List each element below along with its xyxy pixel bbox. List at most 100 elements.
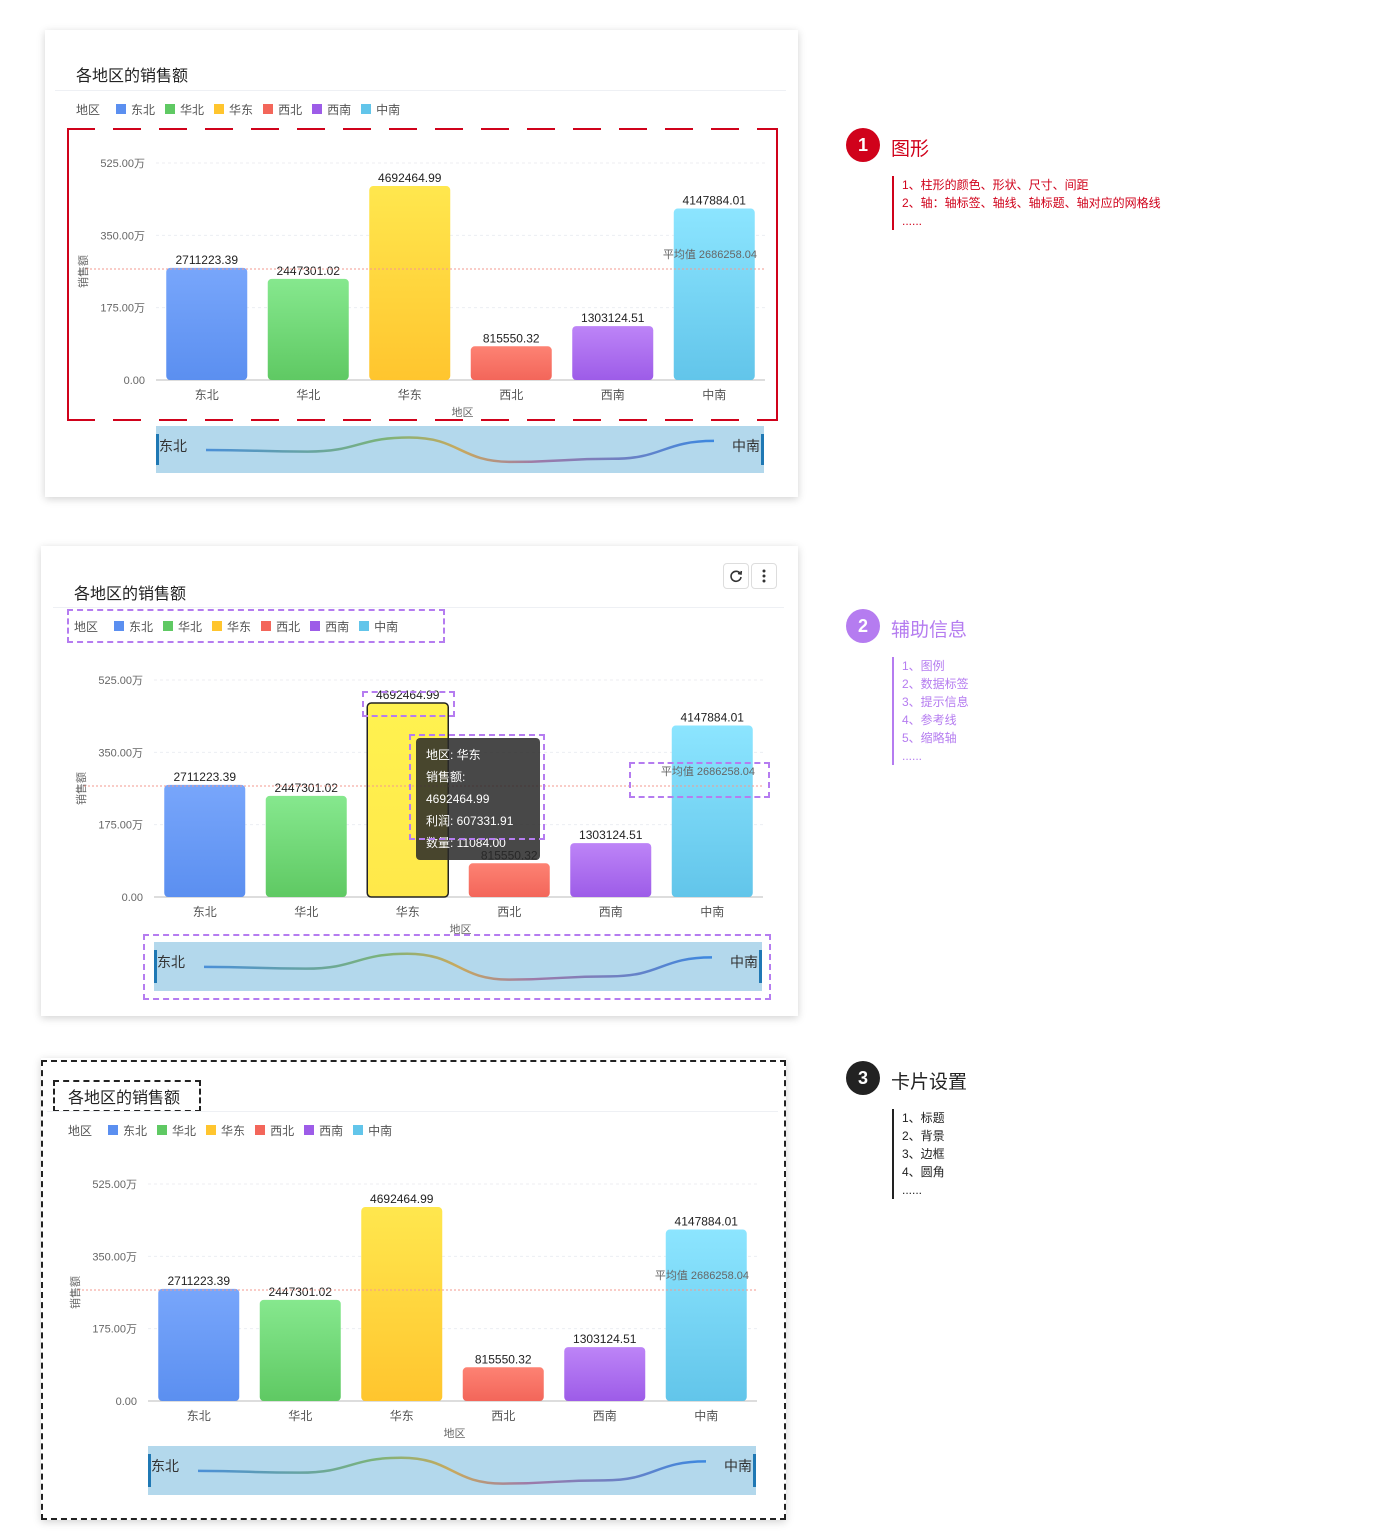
legend-item-xinan[interactable]: 西南 [304,1122,343,1139]
x-tick-label: 中南 [700,904,724,919]
legend-swatch [206,1125,217,1135]
chart-card-1: 各地区的销售额 地区 东北 华北 华东 西北 西南 中南 0.00 175.00万… [45,30,798,497]
refresh-button[interactable] [723,563,749,589]
annotation-title: 卡片设置 [891,1072,968,1093]
bar-0 [164,784,246,897]
annotation-item: 3、边框 [902,1147,945,1161]
annotation-item: 4、圆角 [902,1165,945,1179]
slider-handle-left [154,950,157,983]
tooltip-highlight-box [409,734,545,840]
average-line-label: 平均值 2686258.04 [661,765,755,778]
legend-item-zhongnan[interactable]: 中南 [353,1122,392,1139]
legend-item-huadong[interactable]: 华东 [206,1122,245,1139]
slider-trend-line [197,1456,707,1485]
x-tick-label: 西北 [497,905,521,919]
y-tick-label: 175.00万 [98,820,143,832]
legend-swatch [310,621,321,631]
legend-item-xibei[interactable]: 西北 [261,618,300,635]
legend-swatch [304,1125,315,1135]
legend-swatch [312,104,323,114]
slider-handle-left [156,434,159,465]
card-title: 各地区的销售额 [76,68,189,85]
annotation-item: 2、数据标签 [902,677,969,691]
annotation-item: ...... [902,749,923,763]
legend-item-dongbei[interactable]: 东北 [116,101,155,118]
annotation-list: 1、标题 2、背景 3、边框 4、圆角 ...... [892,1109,945,1199]
legend-item-dongbei[interactable]: 东北 [114,618,153,635]
x-tick-label: 西南 [599,904,623,919]
chart-card-3: 各地区的销售额 地区 东北 华北 华东 西北 西南 中南 0.00 175.00万… [41,1058,786,1520]
more-button[interactable] [751,563,777,589]
legend-swatch [157,1125,168,1135]
slider-end-label: 中南 [724,1458,752,1474]
slider-end-label: 中南 [732,438,760,454]
annotation-item: 2、轴：轴标签、轴线、轴标题、轴对应的网格线 [902,196,1161,210]
x-tick-label: 华北 [288,1409,312,1423]
bar-3 [462,1367,544,1401]
card-border-highlight-box [41,1060,786,1520]
bar-0 [158,1288,240,1401]
x-axis-title: 地区 [444,1427,466,1440]
legend-swatch [163,621,174,631]
slider-start-label: 东北 [157,954,185,970]
data-label: 4147884.01 [681,711,745,725]
legend-swatch [116,104,127,114]
legend-swatch [108,1125,119,1135]
legend-item-huadong[interactable]: 华东 [212,618,251,635]
data-label: 1303124.51 [579,828,643,842]
average-line-label: 平均值 2686258.04 [655,1269,749,1282]
annotation-title: 图形 [891,139,930,160]
legend-swatch [214,104,225,114]
bar-5 [665,1229,747,1401]
annotation-badge: 1 [846,128,880,162]
annotation-list: 1、图例 2、数据标签 3、提示信息 4、参考线 5、缩略轴 ...... [892,657,969,765]
data-label: 815550.32 [475,1352,532,1366]
legend-title: 地区 [76,102,101,117]
legend-item-huabei[interactable]: 华北 [165,101,204,118]
legend-item-xibei[interactable]: 西北 [255,1122,294,1139]
refresh-icon [730,570,743,583]
legend-item-dongbei[interactable]: 东北 [108,1122,147,1139]
annotation-title: 辅助信息 [891,620,968,641]
legend-item-zhongnan[interactable]: 中南 [359,618,398,635]
annotation-item: 5、缩略轴 [902,731,957,745]
legend-item-xinan[interactable]: 西南 [310,618,349,635]
slider-handle-right [753,1454,756,1487]
legend-item-huabei[interactable]: 华北 [157,1122,196,1139]
x-tick-label: 华东 [396,905,420,919]
annotation-item: 1、图例 [902,659,945,673]
legend-item-huabei[interactable]: 华北 [163,618,202,635]
y-tick-label: 350.00万 [98,747,143,759]
y-tick-label: 0.00 [116,1396,137,1408]
annotation-item: 2、背景 [902,1129,945,1143]
legend-item-xinan[interactable]: 西南 [312,101,351,118]
x-tick-label: 华北 [294,905,318,919]
tooltip-line: 地区: 华东 [426,748,481,762]
y-tick-label: 350.00万 [92,1251,137,1263]
chart-card-2: 各地区的销售额 地区 东北 华北 华东 西北 西南 中南 0.00 175.00万… [41,546,798,1016]
legend-highlight-box [67,609,445,643]
card-title: 各地区的销售额 [74,586,187,603]
legend-item-huadong[interactable]: 华东 [214,101,253,118]
legend: 地区 东北 华北 华东 西北 西南 中南 [74,616,398,636]
slider-trend-line [205,436,715,464]
legend-item-xibei[interactable]: 西北 [263,101,302,118]
legend-title: 地区 [68,1123,93,1138]
annotation-list: 1、柱形的颜色、形状、尺寸、间距 2、轴：轴标签、轴线、轴标题、轴对应的网格线 … [892,176,1161,230]
legend-swatch [114,621,125,631]
annotation-item: 3、提示信息 [902,695,969,709]
reference-line-highlight-box [629,762,770,798]
y-axis-title: 销售额 [74,772,88,805]
card-divider [53,607,784,608]
annotation-item: ...... [902,214,923,228]
x-tick-label: 中南 [694,1408,718,1423]
bar-1 [259,1299,341,1401]
x-tick-label: 西北 [491,1409,515,1423]
annotation-item: 1、标题 [902,1111,945,1125]
y-axis-title: 销售额 [68,1276,82,1309]
bar-3 [468,863,550,897]
y-tick-label: 525.00万 [98,675,143,687]
tooltip-line: 利润: 607331.91 [426,814,514,828]
data-label-highlight-box [362,691,455,717]
legend-item-zhongnan[interactable]: 中南 [361,101,400,118]
